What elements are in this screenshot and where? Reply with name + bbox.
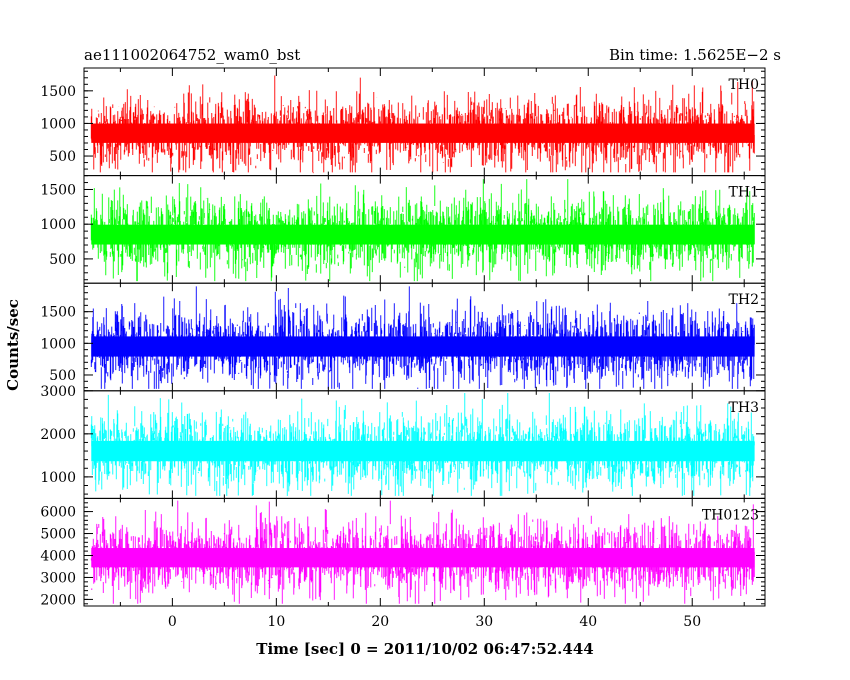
y-tick-label-TH0123: 4000: [40, 548, 76, 564]
y-tick-label-TH0123: 5000: [40, 527, 76, 543]
series-core-TH0123: [91, 548, 755, 568]
y-tick-label-TH2: 1000: [40, 336, 76, 352]
series-core-TH3: [91, 440, 755, 462]
x-tick-label: 20: [371, 614, 389, 630]
y-tick-label-TH1: 500: [49, 252, 76, 268]
y-tick-label-TH3: 2000: [40, 427, 76, 443]
x-tick-label: 40: [579, 614, 597, 630]
panel-label-TH0: TH0: [729, 77, 759, 93]
y-tick-label-TH0123: 2000: [40, 592, 76, 608]
chart-title-left: ae111002064752_wam0_bst: [84, 46, 300, 64]
chart-labels: ae111002064752_wam0_bst Bin time: 1.5625…: [4, 46, 781, 658]
panel-label-TH2: TH2: [729, 292, 759, 308]
y-tick-label-TH2: 500: [49, 368, 76, 384]
y-tick-label-TH1: 1500: [40, 182, 76, 198]
series-core-TH1: [91, 224, 755, 245]
x-axis-label: Time [sec] 0 = 2011/10/02 06:47:52.444: [256, 640, 593, 658]
panel-label-TH3: TH3: [729, 400, 759, 416]
y-tick-label-TH0: 1500: [40, 84, 76, 100]
series-core-TH2: [91, 336, 755, 357]
y-tick-label-TH3: 3000: [40, 384, 76, 400]
panel-label-TH1: TH1: [729, 185, 759, 201]
x-tick-label: 10: [267, 614, 285, 630]
y-axis-label: Counts/sec: [4, 299, 22, 391]
series-traces: [90, 75, 755, 604]
x-tick-label: 0: [168, 614, 177, 630]
y-tick-label-TH0: 1000: [40, 116, 76, 132]
y-tick-label-TH3: 1000: [40, 470, 76, 486]
x-tick-label: 30: [475, 614, 493, 630]
chart-title-right: Bin time: 1.5625E−2 s: [609, 46, 781, 64]
x-tick-label: 50: [683, 614, 701, 630]
series-core-TH0: [91, 123, 755, 143]
y-tick-label-TH0: 500: [49, 149, 76, 165]
y-tick-label-TH2: 1500: [40, 305, 76, 321]
panel-frame-TH0123: [83, 497, 766, 607]
y-tick-label-TH0123: 6000: [40, 505, 76, 521]
panel-label-TH0123: TH0123: [702, 507, 759, 523]
y-tick-label-TH0123: 3000: [40, 570, 76, 586]
y-tick-label-TH1: 1000: [40, 217, 76, 233]
